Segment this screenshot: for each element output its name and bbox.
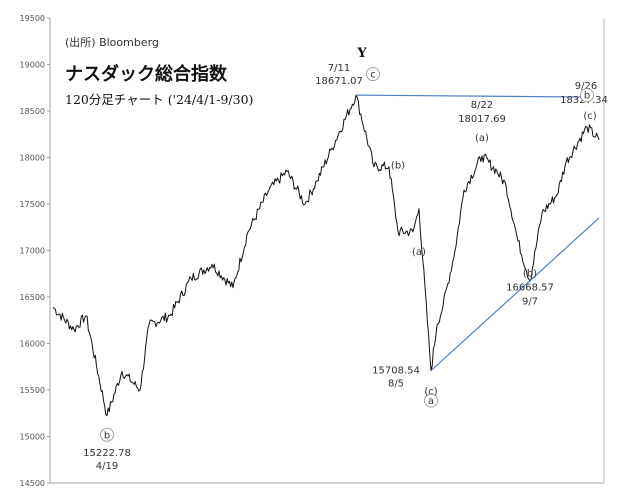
wave-sub-a-label: (a)	[475, 133, 489, 144]
upper-trendline	[355, 94, 588, 98]
chart-title: ナスダック総合指数	[65, 63, 228, 85]
point-8-22-value: 18017.69	[458, 114, 506, 125]
y-tick-label: 18500	[20, 107, 45, 116]
trendlines	[355, 94, 600, 372]
y-tick-label: 16000	[20, 340, 45, 349]
y-tick-label: 15500	[20, 386, 45, 395]
wave-b-label-circle	[100, 427, 114, 442]
y-tick-label: 16500	[20, 293, 45, 302]
chart-subtitle: 120分足チャート ('24/4/1-9/30)	[65, 92, 253, 107]
point-9-7-value: 16668.57	[506, 282, 554, 293]
extra-wave-label-0: (b)	[391, 161, 405, 172]
y-tick-label: 17500	[20, 200, 45, 209]
wave-y-label: Y	[356, 46, 367, 61]
extra-wave-label-2: (c)	[424, 387, 437, 398]
point-4-19-value: 15222.78	[83, 448, 131, 459]
lower-trendline	[430, 217, 600, 372]
y-tick-label: 19000	[20, 61, 45, 70]
source-label: (出所) Bloomberg	[65, 35, 159, 49]
y-tick-label: 15000	[20, 433, 45, 442]
point-4-19-date: 4/19	[96, 461, 118, 472]
point-9-26-date: 9/26	[575, 81, 597, 92]
price-series	[52, 94, 600, 417]
wave-sub-c-label: (c)	[583, 111, 596, 122]
y-tick-label: 17000	[20, 247, 45, 256]
extra-wave-label-1: (a)	[412, 247, 426, 258]
point-9-7-date: 9/7	[522, 296, 538, 307]
wave-c-label: c	[370, 70, 376, 81]
point-7-11-date: 7/11	[328, 63, 350, 74]
y-tick-label: 14500	[20, 479, 45, 488]
point-7-11-value: 18671.07	[315, 76, 363, 87]
y-tick-label: 18000	[20, 154, 45, 163]
wave-sub-b-label: (b)	[523, 268, 537, 279]
price-line	[52, 94, 600, 417]
annotations: b 15222.78 4/19 7/11 18671.07 c 15708.54 8/5 a 8/…	[83, 63, 608, 472]
point-8-5-value: 15708.54	[372, 366, 420, 377]
extra-wave-b-label-circle	[580, 88, 594, 103]
y-axis: 19500 19000 18500 18000 17500 17000 16500 16000…	[20, 14, 605, 488]
point-8-5-date: 8/5	[388, 379, 404, 390]
wave-b-label: b	[104, 430, 110, 441]
wave-c-label-circle	[366, 67, 380, 82]
y-tick-label: 19500	[20, 14, 45, 23]
extra-wave-b-label: b	[584, 91, 590, 102]
point-8-22-date: 8/22	[471, 100, 493, 111]
wave-a-label-circle	[424, 393, 438, 408]
wave-a-label: a	[428, 396, 434, 407]
